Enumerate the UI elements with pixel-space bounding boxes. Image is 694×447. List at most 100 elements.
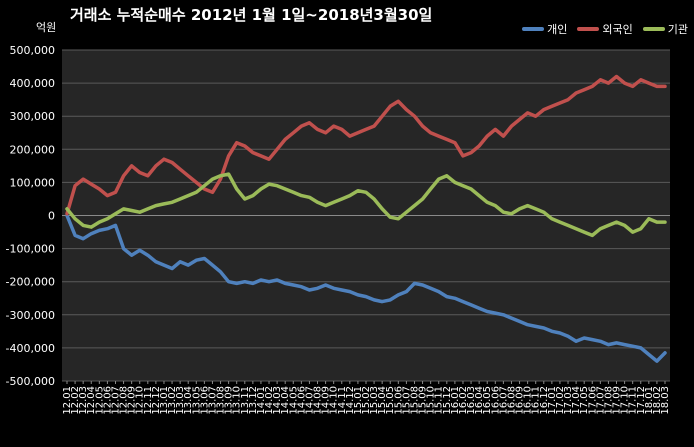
y-tick-label: -500,000 [6,375,55,388]
y-tick-label: -300,000 [6,309,55,322]
x-tick-label: 14.06 [296,386,307,415]
x-tick-label: 17.05 [579,386,590,415]
x-tick-label: 18.02 [652,386,663,415]
x-tick-label: 16.04 [474,386,485,415]
x-tick-label: 17.04 [571,386,582,415]
x-tick-label: 12.01 [62,386,73,415]
x-tick-label: 16.06 [490,386,501,415]
x-tick-label: 17.11 [628,386,639,415]
x-tick-label: 14.10 [329,386,340,415]
x-tick-label: 15.03 [369,386,380,415]
y-tick-label: 300,000 [10,110,56,123]
chart-title: 거래소 누적순매수 2012년 1월 1일~2018년3월30일 [70,6,433,24]
x-tick-label: 15.07 [401,386,412,415]
series-line-foreign [65,74,667,216]
x-tick-label: 14.11 [337,386,348,415]
x-tick-label: 17.03 [563,386,574,415]
x-tick-label: 17.07 [595,386,606,415]
x-tick-label: 12.08 [119,386,130,415]
x-tick-label: 15.02 [361,386,372,415]
x-tick-label: 13.08 [216,386,227,415]
y-tick-label: -100,000 [6,243,55,256]
x-tick-label: 13.05 [191,386,202,415]
x-tick-label: 13.12 [248,386,259,415]
x-tick-label: 15.01 [353,386,364,415]
x-tick-label: 18.03 [660,386,671,415]
legend-item-foreign: 외국인 [577,21,633,37]
x-tick-label: 16.05 [482,386,493,415]
x-tick-label: 16.01 [450,386,461,415]
x-tick-label: 16.03 [466,386,477,415]
legend-label-foreign: 외국인 [602,23,633,36]
x-tick-label: 15.11 [434,386,445,415]
x-tick-label: 12.11 [143,386,154,415]
x-tick-label: 14.01 [256,386,267,415]
x-tick-label: 17.08 [603,386,614,415]
x-tick-label: 13.11 [240,386,251,415]
legend-swatch-foreign [577,27,600,31]
x-tick-label: 17.12 [636,386,647,415]
y-tick-label: 500,000 [10,44,56,57]
legend-label-individual: 개인 [547,23,568,36]
x-tick-label: 14.04 [280,386,291,415]
x-tick-label: 12.02 [70,386,81,415]
legend-item-institution: 기관 [642,21,688,37]
x-tick-label: 17.01 [547,386,558,415]
x-tick-label: 13.09 [224,386,235,415]
x-tick-label: 12.04 [86,386,97,415]
x-tick-label: 14.02 [264,386,275,415]
x-tick-label: 13.07 [207,386,218,415]
chart-legend: 개인 외국인 기관 [522,21,688,37]
x-tick-label: 15.08 [409,386,420,415]
y-axis-unit-label: 억원 [36,21,57,34]
x-tick-label: 17.10 [620,386,631,415]
x-tick-label: 17.06 [587,386,598,415]
x-tick-label: 12.10 [135,386,146,415]
y-tick-label: -200,000 [6,276,55,289]
x-tick-label: 12.09 [127,386,138,415]
x-tick-label: 14.09 [321,386,332,415]
x-tick-label: 16.08 [506,386,517,415]
x-tick-label: 13.06 [199,386,210,415]
y-tick-label: 400,000 [10,77,56,90]
x-tick-label: 12.07 [110,386,121,415]
x-tick-label: 12.12 [151,386,162,415]
y-tick-label: 100,000 [10,176,56,189]
x-tick-label: 16.02 [458,386,469,415]
series-line-institution [65,172,667,238]
x-tick-label: 13.10 [232,386,243,415]
y-tick-label: -400,000 [6,342,55,355]
x-tick-label: 14.05 [288,386,299,415]
x-tick-label: 16.11 [531,386,542,415]
y-tick-label: 0 [48,210,55,223]
x-tick-label: 15.06 [393,386,404,415]
x-tick-label: 17.02 [555,386,566,415]
x-tick-label: 18.01 [644,386,655,415]
legend-label-institution: 기관 [667,23,688,36]
x-tick-label: 12.03 [78,386,89,415]
series-line-individual [65,213,667,363]
x-tick-label: 14.12 [345,386,356,415]
x-tick-label: 16.12 [539,386,550,415]
x-tick-label: 14.08 [313,386,324,415]
x-tick-label: 12.06 [102,386,113,415]
x-tick-label: 16.09 [515,386,526,415]
x-tick-label: 16.07 [498,386,509,415]
x-tick-label: 15.05 [385,386,396,415]
x-tick-label: 15.09 [418,386,429,415]
legend-swatch-individual [522,27,545,31]
x-tick-label: 17.09 [612,386,623,415]
x-tick-label: 13.03 [175,386,186,415]
x-tick-label: 15.12 [442,386,453,415]
x-tick-label: 16.10 [523,386,534,415]
legend-swatch-institution [642,27,665,31]
x-tick-label: 13.02 [167,386,178,415]
legend-item-individual: 개인 [522,21,567,37]
x-tick-label: 13.04 [183,386,194,415]
y-tick-label: 200,000 [10,143,56,156]
x-tick-label: 12.05 [94,386,105,415]
x-tick-label: 15.04 [377,386,388,415]
x-tick-label: 14.03 [272,386,283,415]
x-tick-label: 13.01 [159,386,170,415]
